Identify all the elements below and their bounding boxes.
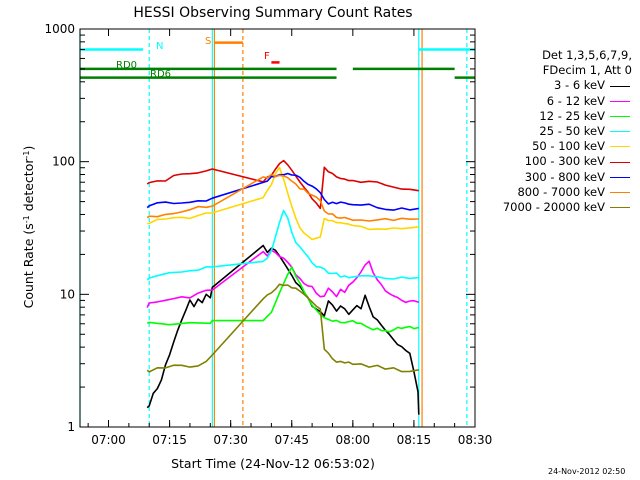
flag-label-f: F [264, 51, 270, 62]
legend-swatch [610, 176, 630, 178]
footer-timestamp: 24-Nov-2012 02:50 [548, 467, 626, 476]
flag-label-rd6: RD6 [150, 69, 171, 80]
series-line [146, 209, 419, 281]
legend-label: 50 - 100 keV [532, 139, 605, 154]
chart-title: HESSI Observing Summary Count Rates [133, 5, 412, 21]
flag-label-s: S [205, 36, 211, 47]
x-tick-label: 07:30 [213, 433, 248, 447]
plot-area: N S F RD0 RD6 [79, 28, 476, 428]
legend-entry: 800 - 7000 keV [480, 185, 632, 200]
x-axis: 07:00 07:15 07:30 07:45 08:00 08:15 08:30 [87, 29, 493, 447]
legend-swatch [610, 100, 630, 102]
flag-label-rd0: RD0 [116, 60, 137, 71]
legend-label: 800 - 7000 keV [517, 184, 605, 199]
y-tick-label: 100 [52, 155, 75, 169]
series-line [146, 173, 419, 222]
legend-swatch [610, 191, 630, 193]
legend-swatch [610, 85, 630, 87]
x-tick-label: 07:00 [91, 433, 126, 447]
series-line [146, 266, 419, 333]
legend-header-line: FDecim 1, Att 0 [542, 63, 632, 78]
legend-entry: 3 - 6 keV [480, 78, 632, 93]
legend: Det 1,3,5,6,7,9, FDecim 1, Att 0 3 - 6 k… [480, 48, 632, 215]
x-tick-label: 08:15 [397, 433, 432, 447]
series-line [146, 283, 419, 373]
legend-entry: 300 - 800 keV [480, 170, 632, 185]
y-tick-label: 1 [67, 420, 75, 434]
x-tick-label: 07:15 [152, 433, 187, 447]
legend-swatch [610, 131, 630, 133]
legend-entry: 7000 - 20000 keV [480, 200, 632, 215]
y-tick-label: 10 [60, 287, 75, 301]
legend-label: 7000 - 20000 keV [502, 200, 605, 215]
series-line [147, 166, 419, 241]
series-line [146, 159, 419, 210]
legend-entry: 100 - 300 keV [480, 154, 632, 169]
legend-entry: 6 - 12 keV [480, 94, 632, 109]
legend-label: 6 - 12 keV [546, 93, 605, 108]
legend-label: 100 - 300 keV [524, 154, 605, 169]
x-tick-label: 08:30 [458, 433, 493, 447]
legend-swatch [610, 161, 630, 163]
series-line [146, 249, 420, 308]
plot-frame [79, 28, 476, 428]
legend-label: 3 - 6 keV [554, 78, 605, 93]
legend-entry: 50 - 100 keV [480, 139, 632, 154]
y-axis: 1 10 100 1000 [44, 22, 475, 434]
x-tick-label: 08:00 [336, 433, 371, 447]
series-line [146, 172, 419, 211]
legend-header-line: Det 1,3,5,6,7,9, [542, 48, 632, 62]
y-axis-label: Count Rate (s-1 detector-1) [21, 146, 36, 309]
legend-label: 300 - 800 keV [524, 169, 605, 184]
legend-label: 12 - 25 keV [539, 108, 605, 123]
y-tick-label: 1000 [44, 22, 75, 36]
legend-swatch [610, 207, 630, 209]
legend-entry: 25 - 50 keV [480, 124, 632, 139]
x-axis-label: Start Time (24-Nov-12 06:53:02) [171, 456, 375, 471]
legend-entry: 12 - 25 keV [480, 109, 632, 124]
x-tick-label: 07:45 [274, 433, 309, 447]
legend-swatch [610, 115, 630, 117]
legend-label: 25 - 50 keV [539, 124, 605, 139]
legend-swatch [610, 146, 630, 148]
flag-label-n: N [156, 41, 163, 52]
